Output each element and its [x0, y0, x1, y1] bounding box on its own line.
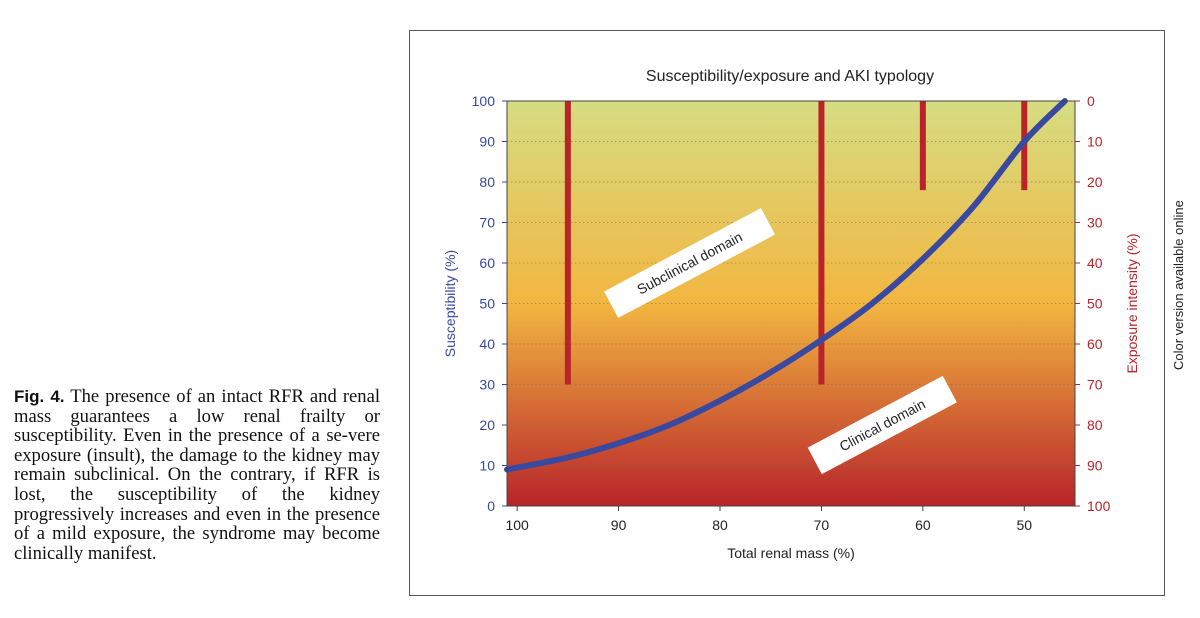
- side-note-text: Color version available online: [1171, 200, 1186, 370]
- y-right-tick-label: 90: [1087, 458, 1103, 474]
- y-right-tick-label: 20: [1087, 174, 1103, 190]
- chart: Susceptibility/exposure and AKI typology…: [442, 68, 1140, 561]
- y-right-tick-label: 0: [1087, 93, 1095, 109]
- y-right-tick-label: 10: [1087, 134, 1103, 150]
- x-tick-label: 100: [505, 517, 529, 533]
- annotation-box: [604, 208, 776, 318]
- y-left-tick-label: 50: [479, 296, 495, 312]
- y-right-tick-label: 60: [1087, 336, 1103, 352]
- x-tick-label: 70: [814, 517, 830, 533]
- gridlines: [507, 141, 1075, 466]
- y-left-tick-label: 100: [472, 93, 496, 109]
- y-right-tick-label: 30: [1087, 215, 1103, 231]
- figure-caption: Fig. 4. The presence of an intact RFR an…: [14, 387, 380, 563]
- y-left-tick-label: 20: [479, 417, 495, 433]
- y-left-tick-label: 80: [479, 174, 495, 190]
- y-left-tick-label: 40: [479, 336, 495, 352]
- y-left-tick-label: 70: [479, 215, 495, 231]
- figure-frame: Susceptibility/exposure and AKI typology…: [409, 30, 1165, 596]
- y-left-tick-label: 0: [487, 498, 495, 514]
- y-right-tick-label: 50: [1087, 296, 1103, 312]
- chart-title: Susceptibility/exposure and AKI typology: [646, 68, 934, 85]
- x-axis-label: Total renal mass (%): [727, 545, 855, 561]
- susceptibility-curve: [504, 98, 1068, 473]
- x-tick-label: 60: [915, 517, 931, 533]
- figure-label: Fig. 4.: [14, 387, 65, 406]
- y-left-tick-label: 10: [479, 458, 495, 474]
- y-right-tick-label: 70: [1087, 377, 1103, 393]
- y-left-tick-label: 30: [479, 377, 495, 393]
- y-left-tick-label: 90: [479, 134, 495, 150]
- caption-text: The presence of an intact RFR and renal …: [14, 386, 380, 564]
- x-tick-label: 90: [611, 517, 627, 533]
- side-note: Color version available online: [1171, 200, 1190, 370]
- x-tick-label: 50: [1016, 517, 1032, 533]
- axes: 0102030405060708090100100908070605040302…: [472, 93, 1111, 533]
- y-right-tick-label: 100: [1087, 498, 1111, 514]
- annotation-box: [807, 375, 957, 475]
- x-tick-label: 80: [712, 517, 728, 533]
- y-axis-label-right: Exposure intensity (%): [1124, 233, 1140, 373]
- y-left-tick-label: 60: [479, 255, 495, 271]
- y-right-tick-label: 40: [1087, 255, 1103, 271]
- y-axis-label-left: Susceptibility (%): [442, 250, 458, 357]
- y-right-tick-label: 80: [1087, 417, 1103, 433]
